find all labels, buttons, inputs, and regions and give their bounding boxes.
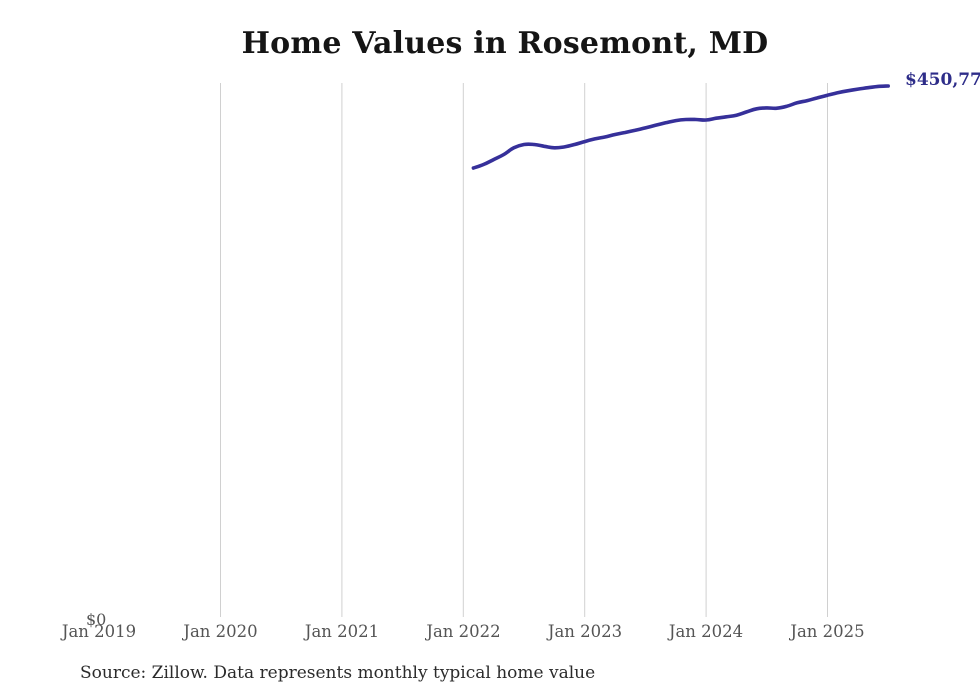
vertical-gridlines xyxy=(220,83,828,617)
x-axis-label-2021: Jan 2021 xyxy=(304,622,380,641)
y-axis-zero-label: $0 xyxy=(86,610,107,629)
home-value-line xyxy=(471,84,890,170)
x-axis-label-2025: Jan 2025 xyxy=(790,622,865,641)
x-axis-label-2020: Jan 2020 xyxy=(183,622,258,641)
x-axis-label-2019: Jan 2019 xyxy=(61,622,137,641)
x-axis-label-2023: Jan 2023 xyxy=(547,622,623,641)
x-axis-label-2024: Jan 2024 xyxy=(668,622,744,641)
x-axis-label-2022: Jan 2022 xyxy=(426,622,501,641)
chart-title: Home Values in Rosemont, MD xyxy=(241,26,769,61)
latest-value-label: $450,770 xyxy=(905,70,980,90)
source-note: Source: Zillow. Data represents monthly … xyxy=(80,663,596,683)
